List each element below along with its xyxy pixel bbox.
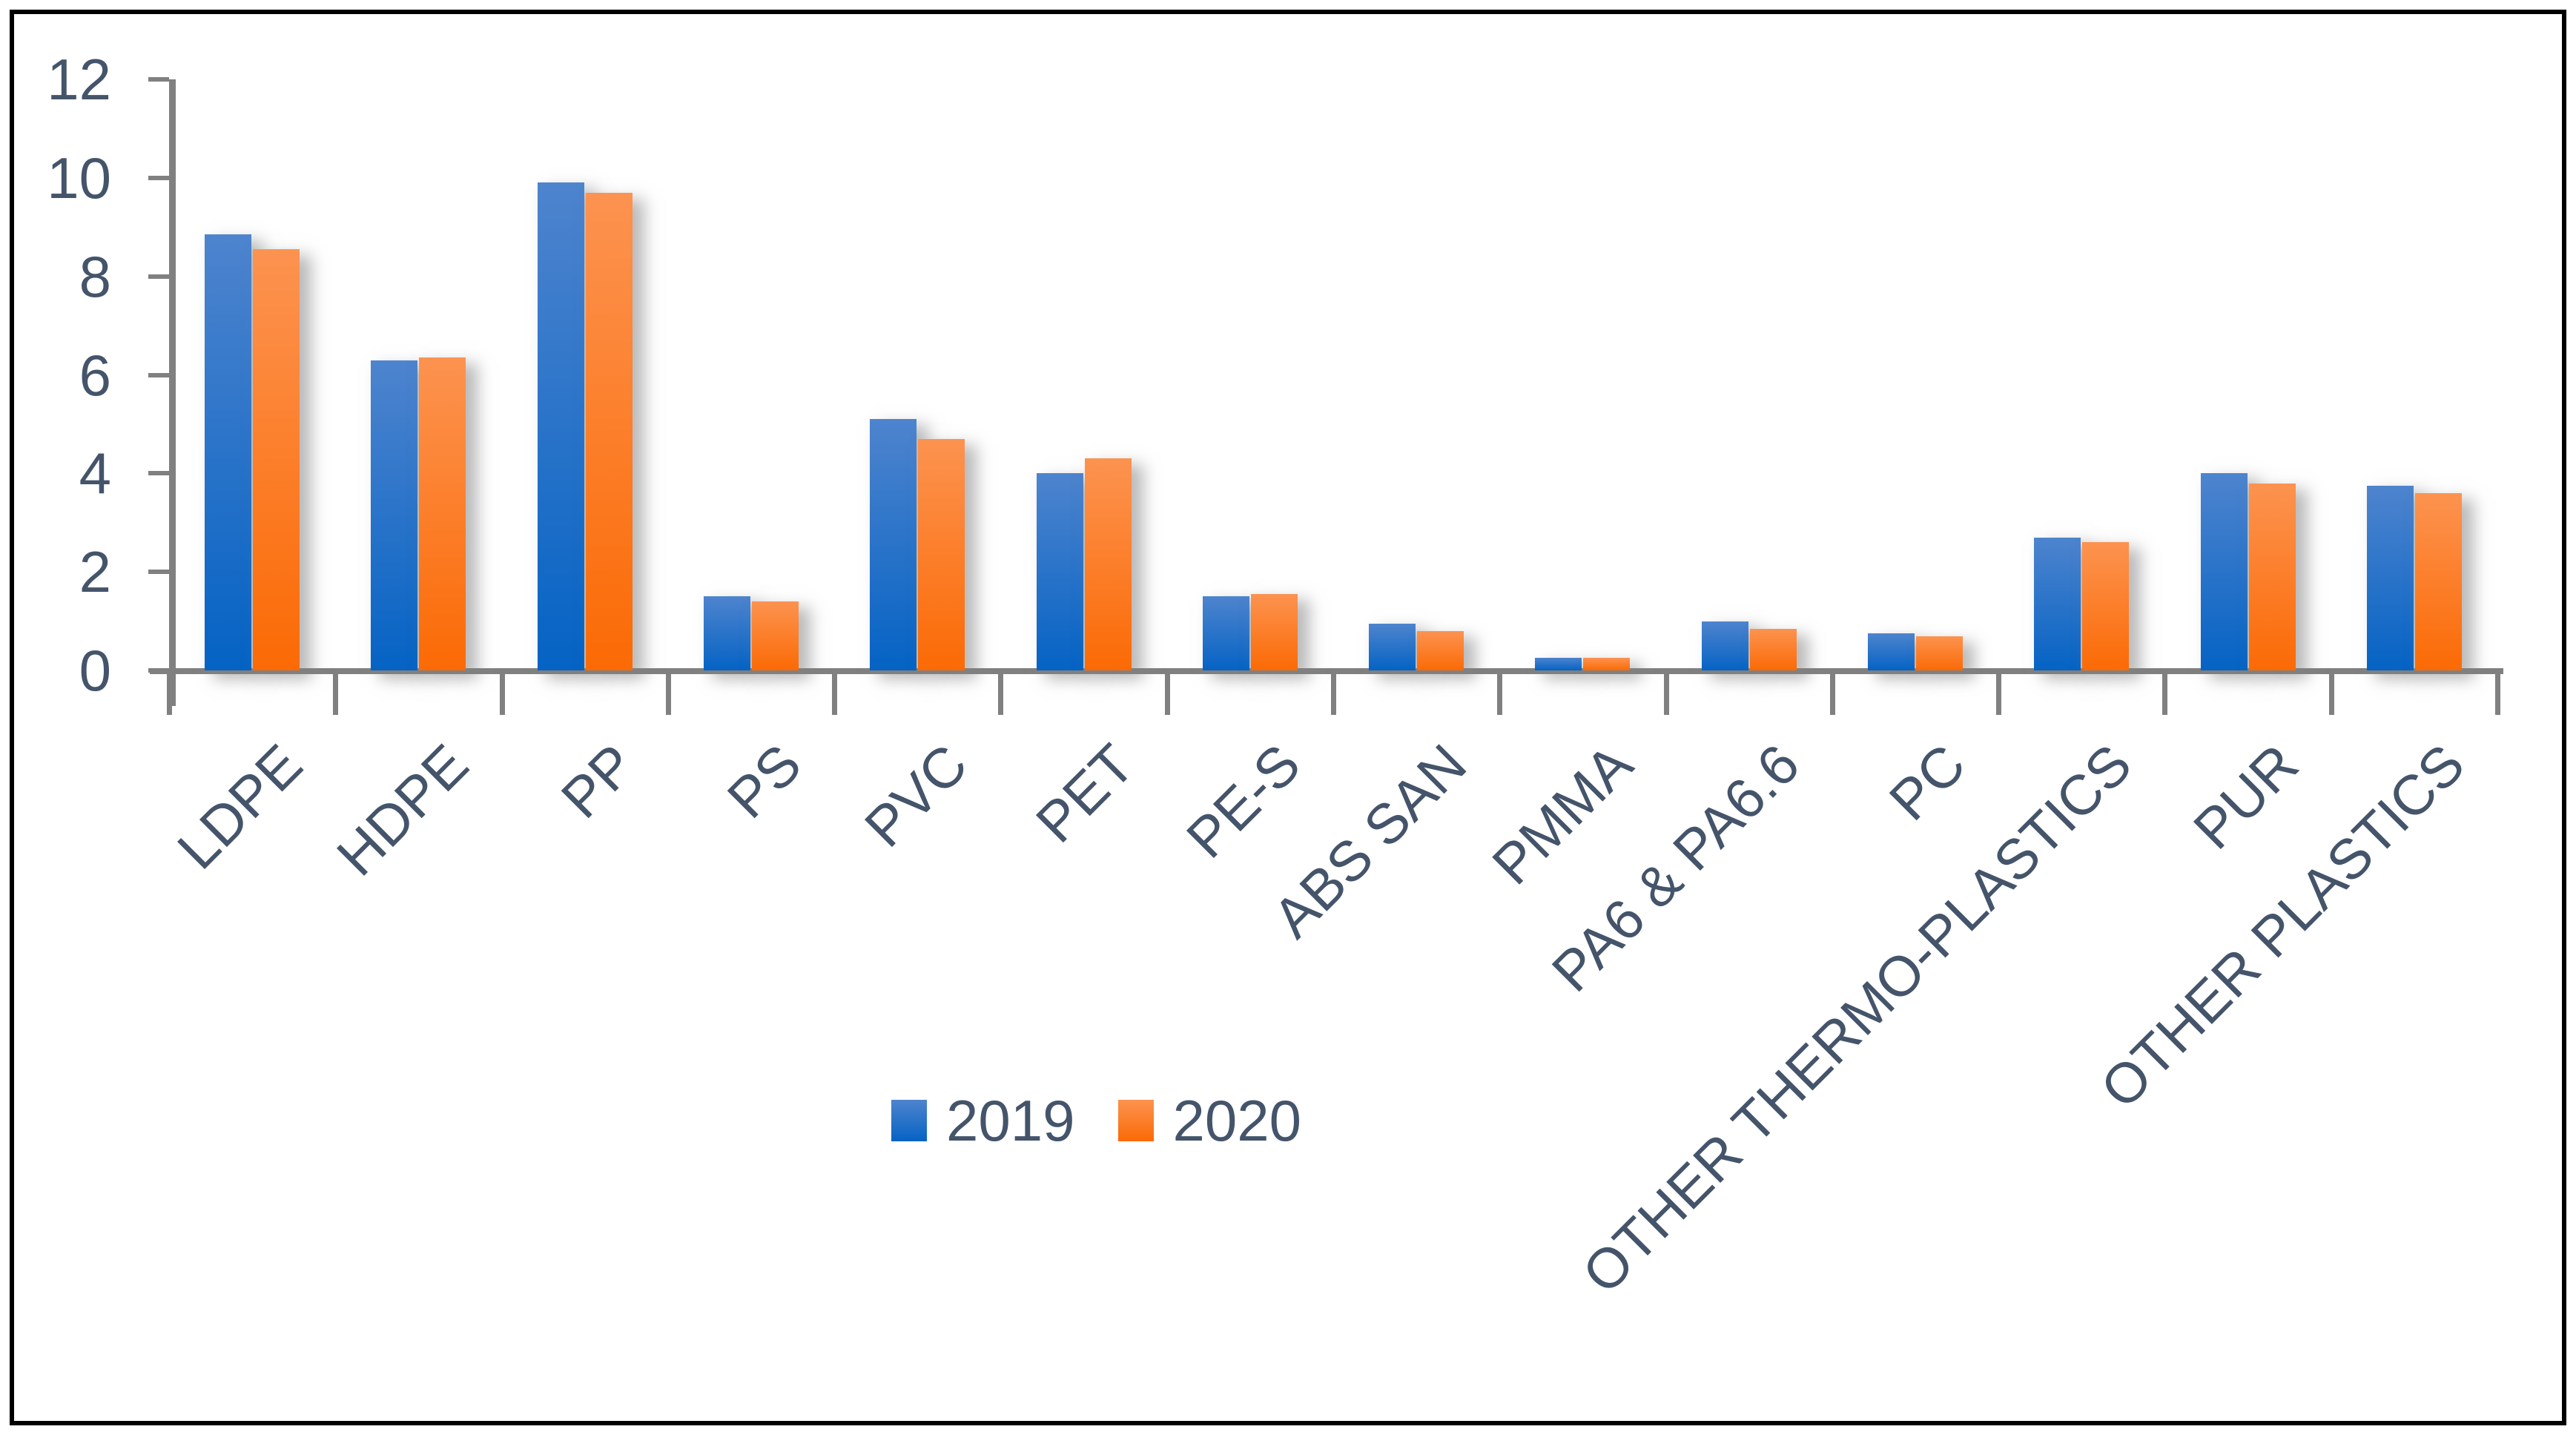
- x-tick: [333, 673, 339, 715]
- bar-2020-pet: [1084, 458, 1132, 670]
- bar-2020-pmma: [1583, 658, 1631, 670]
- bar-2020-pur: [2248, 483, 2296, 670]
- y-axis-tick-label: 2: [79, 539, 111, 605]
- bar-2019-pet: [1036, 473, 1083, 670]
- bar-2019-pvc: [870, 419, 917, 670]
- y-axis-tick-label: 0: [79, 638, 111, 703]
- x-axis-category-label: OTHER THERMO-PLASTICS: [1571, 732, 2144, 1306]
- x-tick: [1996, 673, 2002, 715]
- legend-swatch-2020: [1117, 1100, 1154, 1141]
- bar-2020-pc: [1916, 636, 1963, 670]
- y-axis-tick-label: 8: [79, 243, 111, 309]
- legend-label-2019: 2019: [946, 1088, 1075, 1153]
- y-axis-tick-label: 4: [79, 441, 111, 507]
- bar-2020-pa6-pa6-6: [1749, 628, 1797, 670]
- bar-2020-ldpe: [253, 249, 300, 670]
- x-axis-line: [150, 668, 2503, 674]
- legend-label-2020: 2020: [1172, 1088, 1302, 1153]
- bar-2019-pa6-pa6-6: [1701, 621, 1748, 670]
- legend: 2019 2020: [891, 1092, 1301, 1149]
- bar-2019-ps: [704, 596, 750, 670]
- y-tick: [148, 668, 169, 673]
- y-tick: [148, 471, 169, 476]
- bar-2020-pvc: [918, 438, 965, 670]
- x-axis-category-label: PUR: [2181, 732, 2311, 862]
- y-axis-tick-label: 10: [47, 145, 111, 211]
- bar-2019-pmma: [1535, 658, 1582, 670]
- x-tick: [1331, 673, 1336, 715]
- bar-2020-other-plastics: [2414, 492, 2462, 670]
- x-tick: [998, 673, 1004, 715]
- y-tick: [148, 372, 169, 377]
- x-axis-category-label: PE-S: [1175, 732, 1312, 871]
- x-axis-category-label: HDPE: [325, 732, 481, 888]
- bar-2020-pe-s: [1250, 594, 1298, 670]
- bar-2020-other-thermo-plastics: [2082, 542, 2130, 670]
- x-tick: [1663, 673, 1669, 715]
- x-tick: [665, 673, 671, 715]
- chart-border: [10, 10, 2566, 1425]
- x-tick: [1829, 673, 1835, 715]
- bar-2019-pc: [1868, 633, 1915, 670]
- x-tick: [2495, 673, 2500, 715]
- bar-2019-abs-san: [1369, 623, 1416, 670]
- bar-2020-hdpe: [419, 357, 466, 670]
- x-tick: [2162, 673, 2168, 715]
- legend-item-2019: 2019: [891, 1092, 1075, 1149]
- bar-2019-hdpe: [371, 360, 418, 670]
- y-tick: [148, 175, 169, 180]
- bar-2020-ps: [752, 601, 799, 670]
- x-tick: [2328, 673, 2334, 715]
- bar-2019-other-thermo-plastics: [2034, 537, 2081, 670]
- x-axis-category-label: PMMA: [1481, 732, 1645, 897]
- y-tick: [148, 77, 169, 82]
- x-tick: [1497, 673, 1503, 715]
- x-axis-category-label: PC: [1877, 732, 1978, 833]
- bar-2019-ldpe: [205, 234, 252, 670]
- bar-2019-other-plastics: [2366, 485, 2414, 670]
- x-axis-category-label: PVC: [853, 732, 980, 860]
- x-tick: [499, 673, 505, 715]
- legend-swatch-2019: [891, 1100, 927, 1141]
- y-axis-tick-label: 12: [47, 47, 111, 112]
- bar-2019-pp: [537, 182, 584, 670]
- x-tick: [167, 673, 172, 715]
- x-tick: [832, 673, 838, 715]
- bar-2020-pp: [585, 192, 633, 670]
- y-tick: [148, 274, 169, 279]
- bar-2019-pur: [2200, 473, 2248, 670]
- y-axis-line: [169, 79, 176, 706]
- x-axis-category-label: LDPE: [165, 732, 315, 882]
- bar-2019-pe-s: [1202, 596, 1249, 670]
- legend-item-2020: 2020: [1117, 1088, 1302, 1153]
- y-axis-tick-label: 6: [79, 342, 111, 408]
- x-tick: [1164, 673, 1170, 715]
- y-tick: [148, 570, 169, 575]
- bar-2020-abs-san: [1417, 630, 1464, 670]
- x-axis-category-label: PP: [549, 732, 647, 831]
- x-axis-category-label: PS: [716, 732, 813, 831]
- x-axis-category-label: PET: [1023, 732, 1146, 855]
